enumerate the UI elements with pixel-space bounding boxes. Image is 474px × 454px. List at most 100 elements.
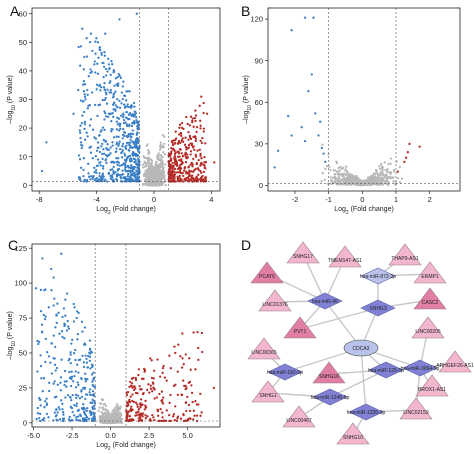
data-point bbox=[80, 121, 84, 125]
y-tick-label: 40 bbox=[19, 67, 27, 76]
data-point bbox=[197, 346, 200, 350]
data-point bbox=[85, 37, 88, 40]
data-point bbox=[89, 68, 92, 71]
data-point bbox=[177, 343, 180, 346]
data-point bbox=[312, 16, 315, 19]
data-point bbox=[116, 405, 119, 408]
data-point bbox=[100, 414, 103, 418]
data-point bbox=[139, 406, 142, 409]
data-point bbox=[63, 383, 66, 387]
data-point bbox=[111, 144, 114, 147]
network-node: LINC02159 bbox=[399, 397, 433, 420]
data-point bbox=[37, 340, 41, 344]
data-point bbox=[179, 354, 182, 358]
data-point bbox=[83, 326, 87, 329]
data-point bbox=[200, 171, 203, 174]
data-point bbox=[50, 289, 53, 292]
data-point bbox=[116, 179, 119, 182]
x-axis-label: Log2 (Fold change) bbox=[96, 206, 156, 216]
data-point bbox=[150, 359, 153, 362]
data-point bbox=[333, 177, 336, 180]
data-point bbox=[65, 385, 68, 388]
data-point bbox=[85, 393, 89, 396]
node-diamond bbox=[312, 388, 348, 406]
data-point bbox=[86, 107, 89, 110]
data-point bbox=[89, 367, 92, 370]
data-point bbox=[67, 327, 71, 330]
data-point bbox=[161, 366, 165, 370]
data-point bbox=[100, 53, 103, 56]
data-point bbox=[173, 177, 176, 180]
x-tick-label: -5.0 bbox=[27, 431, 40, 440]
data-point bbox=[174, 351, 177, 355]
data-point bbox=[120, 156, 124, 159]
data-point bbox=[92, 371, 95, 374]
data-point bbox=[373, 175, 377, 178]
data-point bbox=[127, 172, 130, 176]
data-point bbox=[384, 179, 388, 183]
data-point bbox=[75, 310, 79, 313]
data-point bbox=[52, 382, 55, 385]
data-point bbox=[173, 158, 176, 161]
data-point bbox=[321, 172, 324, 175]
data-point bbox=[137, 121, 140, 124]
panel-letter-d: D bbox=[241, 237, 251, 253]
data-point bbox=[125, 110, 129, 114]
data-point bbox=[125, 116, 128, 119]
data-point bbox=[104, 404, 108, 408]
data-point bbox=[93, 136, 96, 139]
data-point bbox=[174, 130, 177, 133]
data-point bbox=[54, 345, 57, 349]
data-point bbox=[381, 179, 384, 182]
data-point bbox=[124, 164, 127, 167]
data-point bbox=[159, 375, 162, 378]
data-point bbox=[53, 297, 56, 300]
network-node: LINC00365 bbox=[247, 337, 281, 360]
network-node: SNHG1 bbox=[251, 380, 285, 403]
data-point bbox=[110, 119, 113, 123]
data-point bbox=[79, 136, 82, 140]
y-tick-label: 120 bbox=[250, 15, 263, 24]
data-point bbox=[130, 135, 133, 139]
data-point bbox=[110, 60, 113, 63]
data-point bbox=[127, 178, 130, 181]
data-point bbox=[176, 370, 179, 373]
data-point bbox=[98, 150, 102, 154]
data-point bbox=[125, 179, 128, 182]
data-point bbox=[187, 174, 191, 178]
data-point bbox=[179, 131, 182, 135]
data-point bbox=[200, 331, 204, 335]
node-triangle bbox=[286, 241, 320, 264]
data-point bbox=[103, 50, 106, 54]
data-point bbox=[303, 139, 307, 143]
data-point bbox=[81, 27, 84, 30]
data-point bbox=[105, 409, 109, 412]
data-point bbox=[75, 402, 79, 405]
data-point bbox=[351, 174, 354, 177]
data-point bbox=[102, 61, 105, 65]
network-node: SNHG17 bbox=[286, 241, 320, 264]
data-point bbox=[157, 419, 160, 423]
data-point bbox=[114, 77, 118, 80]
data-point bbox=[335, 179, 338, 183]
data-point bbox=[116, 75, 119, 79]
data-point bbox=[104, 91, 108, 94]
data-point bbox=[128, 146, 132, 149]
data-point bbox=[36, 412, 40, 415]
data-point bbox=[38, 396, 41, 400]
data-point bbox=[63, 380, 66, 383]
data-point bbox=[112, 108, 115, 111]
data-point bbox=[66, 393, 70, 397]
data-point bbox=[406, 151, 409, 154]
node-label: PVT1 bbox=[294, 329, 307, 335]
data-point bbox=[125, 409, 128, 412]
data-point bbox=[125, 99, 128, 102]
data-point bbox=[92, 404, 96, 408]
data-point bbox=[135, 154, 139, 157]
data-point bbox=[112, 93, 115, 96]
data-point bbox=[88, 359, 91, 363]
data-point bbox=[97, 56, 100, 59]
data-point bbox=[101, 408, 105, 411]
